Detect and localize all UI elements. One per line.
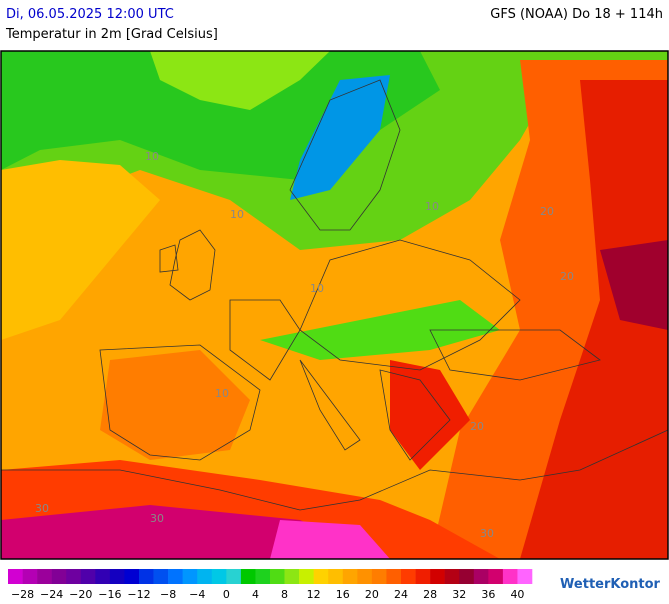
color-swatch — [168, 569, 183, 584]
logo: WetterKontor — [560, 577, 661, 592]
contour-label: 30 — [150, 512, 164, 525]
color-swatch — [8, 569, 23, 584]
contour-label: 10 — [145, 150, 159, 163]
contour-label: 10 — [230, 208, 244, 221]
colorbar-label: −24 — [40, 588, 63, 600]
color-swatch — [66, 569, 82, 584]
colorbar-label: 40 — [510, 588, 524, 600]
colorbar-label: 0 — [223, 588, 230, 600]
color-swatch — [95, 569, 111, 584]
color-swatch — [488, 569, 504, 584]
contour-label: 20 — [470, 420, 484, 433]
parameter: Temperatur in 2m [Grad Celsius] — [5, 27, 218, 42]
color-swatch — [109, 569, 125, 584]
colorbar-label: 16 — [336, 588, 350, 600]
color-swatch — [124, 569, 140, 584]
color-swatch — [430, 569, 445, 584]
color-swatch — [459, 569, 475, 584]
colorbar-label: −28 — [11, 588, 34, 600]
color-swatch — [415, 569, 431, 584]
color-swatch — [240, 569, 256, 584]
colorbar-label: 32 — [452, 588, 466, 600]
contour-label: 10 — [425, 200, 439, 213]
map-frame — [0, 50, 669, 560]
colorbar-label: −20 — [69, 588, 92, 600]
colorbar-label: −8 — [160, 588, 176, 600]
contour-label: 20 — [540, 205, 554, 218]
iberia — [100, 350, 250, 460]
color-swatch — [153, 569, 169, 584]
color-swatch — [51, 569, 67, 584]
colorbar-label: −12 — [127, 588, 150, 600]
colorbar-label: 36 — [481, 588, 495, 600]
color-swatch — [502, 569, 518, 584]
cold-scandinavia — [290, 75, 390, 200]
extreme-south — [270, 520, 390, 559]
hot-east — [520, 80, 668, 559]
mild-region — [150, 51, 330, 110]
color-swatch — [401, 569, 416, 584]
model-run: GFS (NOAA) Do 18 + 114h — [490, 7, 663, 22]
colorbar: −28 −24 −20 −16 −12 −8 −4 0 4 8 12 16 20 24 28 32 36 40 — [8, 569, 533, 601]
color-swatch — [284, 569, 300, 584]
color-swatch — [342, 569, 358, 584]
color-swatch — [139, 569, 154, 584]
color-swatch — [226, 569, 242, 584]
colorbar-label: 12 — [307, 588, 321, 600]
color-swatch — [197, 569, 213, 584]
color-swatch — [517, 569, 533, 584]
colorbar-label: 20 — [365, 588, 379, 600]
color-swatch — [182, 569, 198, 584]
colorbar-label: 4 — [252, 588, 259, 600]
datetime: Di, 06.05.2025 12:00 UTC — [6, 7, 174, 22]
color-swatch — [255, 569, 271, 584]
contour-label: 30 — [480, 527, 494, 540]
colorbar-label: −4 — [189, 588, 205, 600]
color-swatch — [37, 569, 52, 584]
color-swatch — [211, 569, 227, 584]
color-swatch — [22, 569, 38, 584]
map: 10 10 10 10 10 20 20 20 30 30 30 — [0, 50, 669, 560]
color-swatch — [80, 569, 96, 584]
color-swatch — [357, 569, 373, 584]
color-swatch — [270, 569, 285, 584]
contour-label: 20 — [560, 270, 574, 283]
contour-labels: 10 10 10 10 10 20 20 20 30 30 30 — [35, 150, 574, 540]
color-swatch — [328, 569, 344, 584]
color-swatch — [299, 569, 314, 584]
very-hot — [600, 240, 668, 330]
color-swatch — [386, 569, 402, 584]
atlantic — [1, 160, 160, 340]
colorbar-label: 24 — [394, 588, 408, 600]
colorbar-label: 8 — [281, 588, 288, 600]
colorbar-label: 28 — [423, 588, 437, 600]
contour-label: 10 — [310, 282, 324, 295]
color-swatch — [444, 569, 460, 584]
color-swatch — [371, 569, 387, 584]
coastlines — [1, 79, 669, 511]
balkans-hot — [390, 360, 470, 470]
contour-label: 10 — [215, 387, 229, 400]
contour-label: 30 — [35, 502, 49, 515]
colorbar-label: −16 — [98, 588, 121, 600]
color-swatch — [313, 569, 329, 584]
color-swatch — [473, 569, 489, 584]
